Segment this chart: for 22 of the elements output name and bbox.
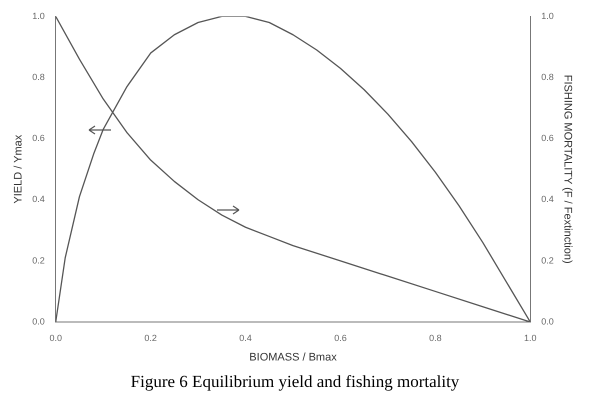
- caption: Figure 6 Equilibrium yield and fishing mortality: [130, 372, 460, 392]
- y-tick-label: 0.0: [32, 316, 45, 326]
- y2-tick-label: 0.4: [541, 194, 554, 204]
- y2-tick-label: 0.0: [541, 316, 554, 326]
- y2-tick-label: 0.2: [541, 255, 554, 266]
- y-tick-label: 1.0: [32, 10, 45, 21]
- y-tick-label: 0.6: [32, 133, 45, 144]
- y-axis-title: YIELD / Ymax: [12, 134, 25, 204]
- y-tick-label: 0.4: [32, 194, 45, 204]
- y2-tick-label: 0.8: [541, 72, 554, 82]
- x-tick-label: 0.6: [334, 332, 347, 343]
- x-axis-title: BIOMASS / Bmax: [249, 351, 338, 364]
- y-tick-label: 0.2: [32, 255, 45, 266]
- x-tick-label: 0.2: [144, 332, 157, 343]
- x-tick-label: 0.0: [49, 332, 62, 343]
- x-tick-label: 1.0: [524, 332, 537, 343]
- y2-tick-label: 1.0: [541, 10, 554, 21]
- y-tick-label: 0.8: [32, 72, 45, 82]
- x-tick-label: 0.4: [239, 332, 252, 343]
- y2-axis-title: FISHING MORTALITY (F / Fextinction): [561, 74, 574, 264]
- y2-tick-label: 0.6: [541, 133, 554, 144]
- x-tick-label: 0.8: [429, 332, 442, 343]
